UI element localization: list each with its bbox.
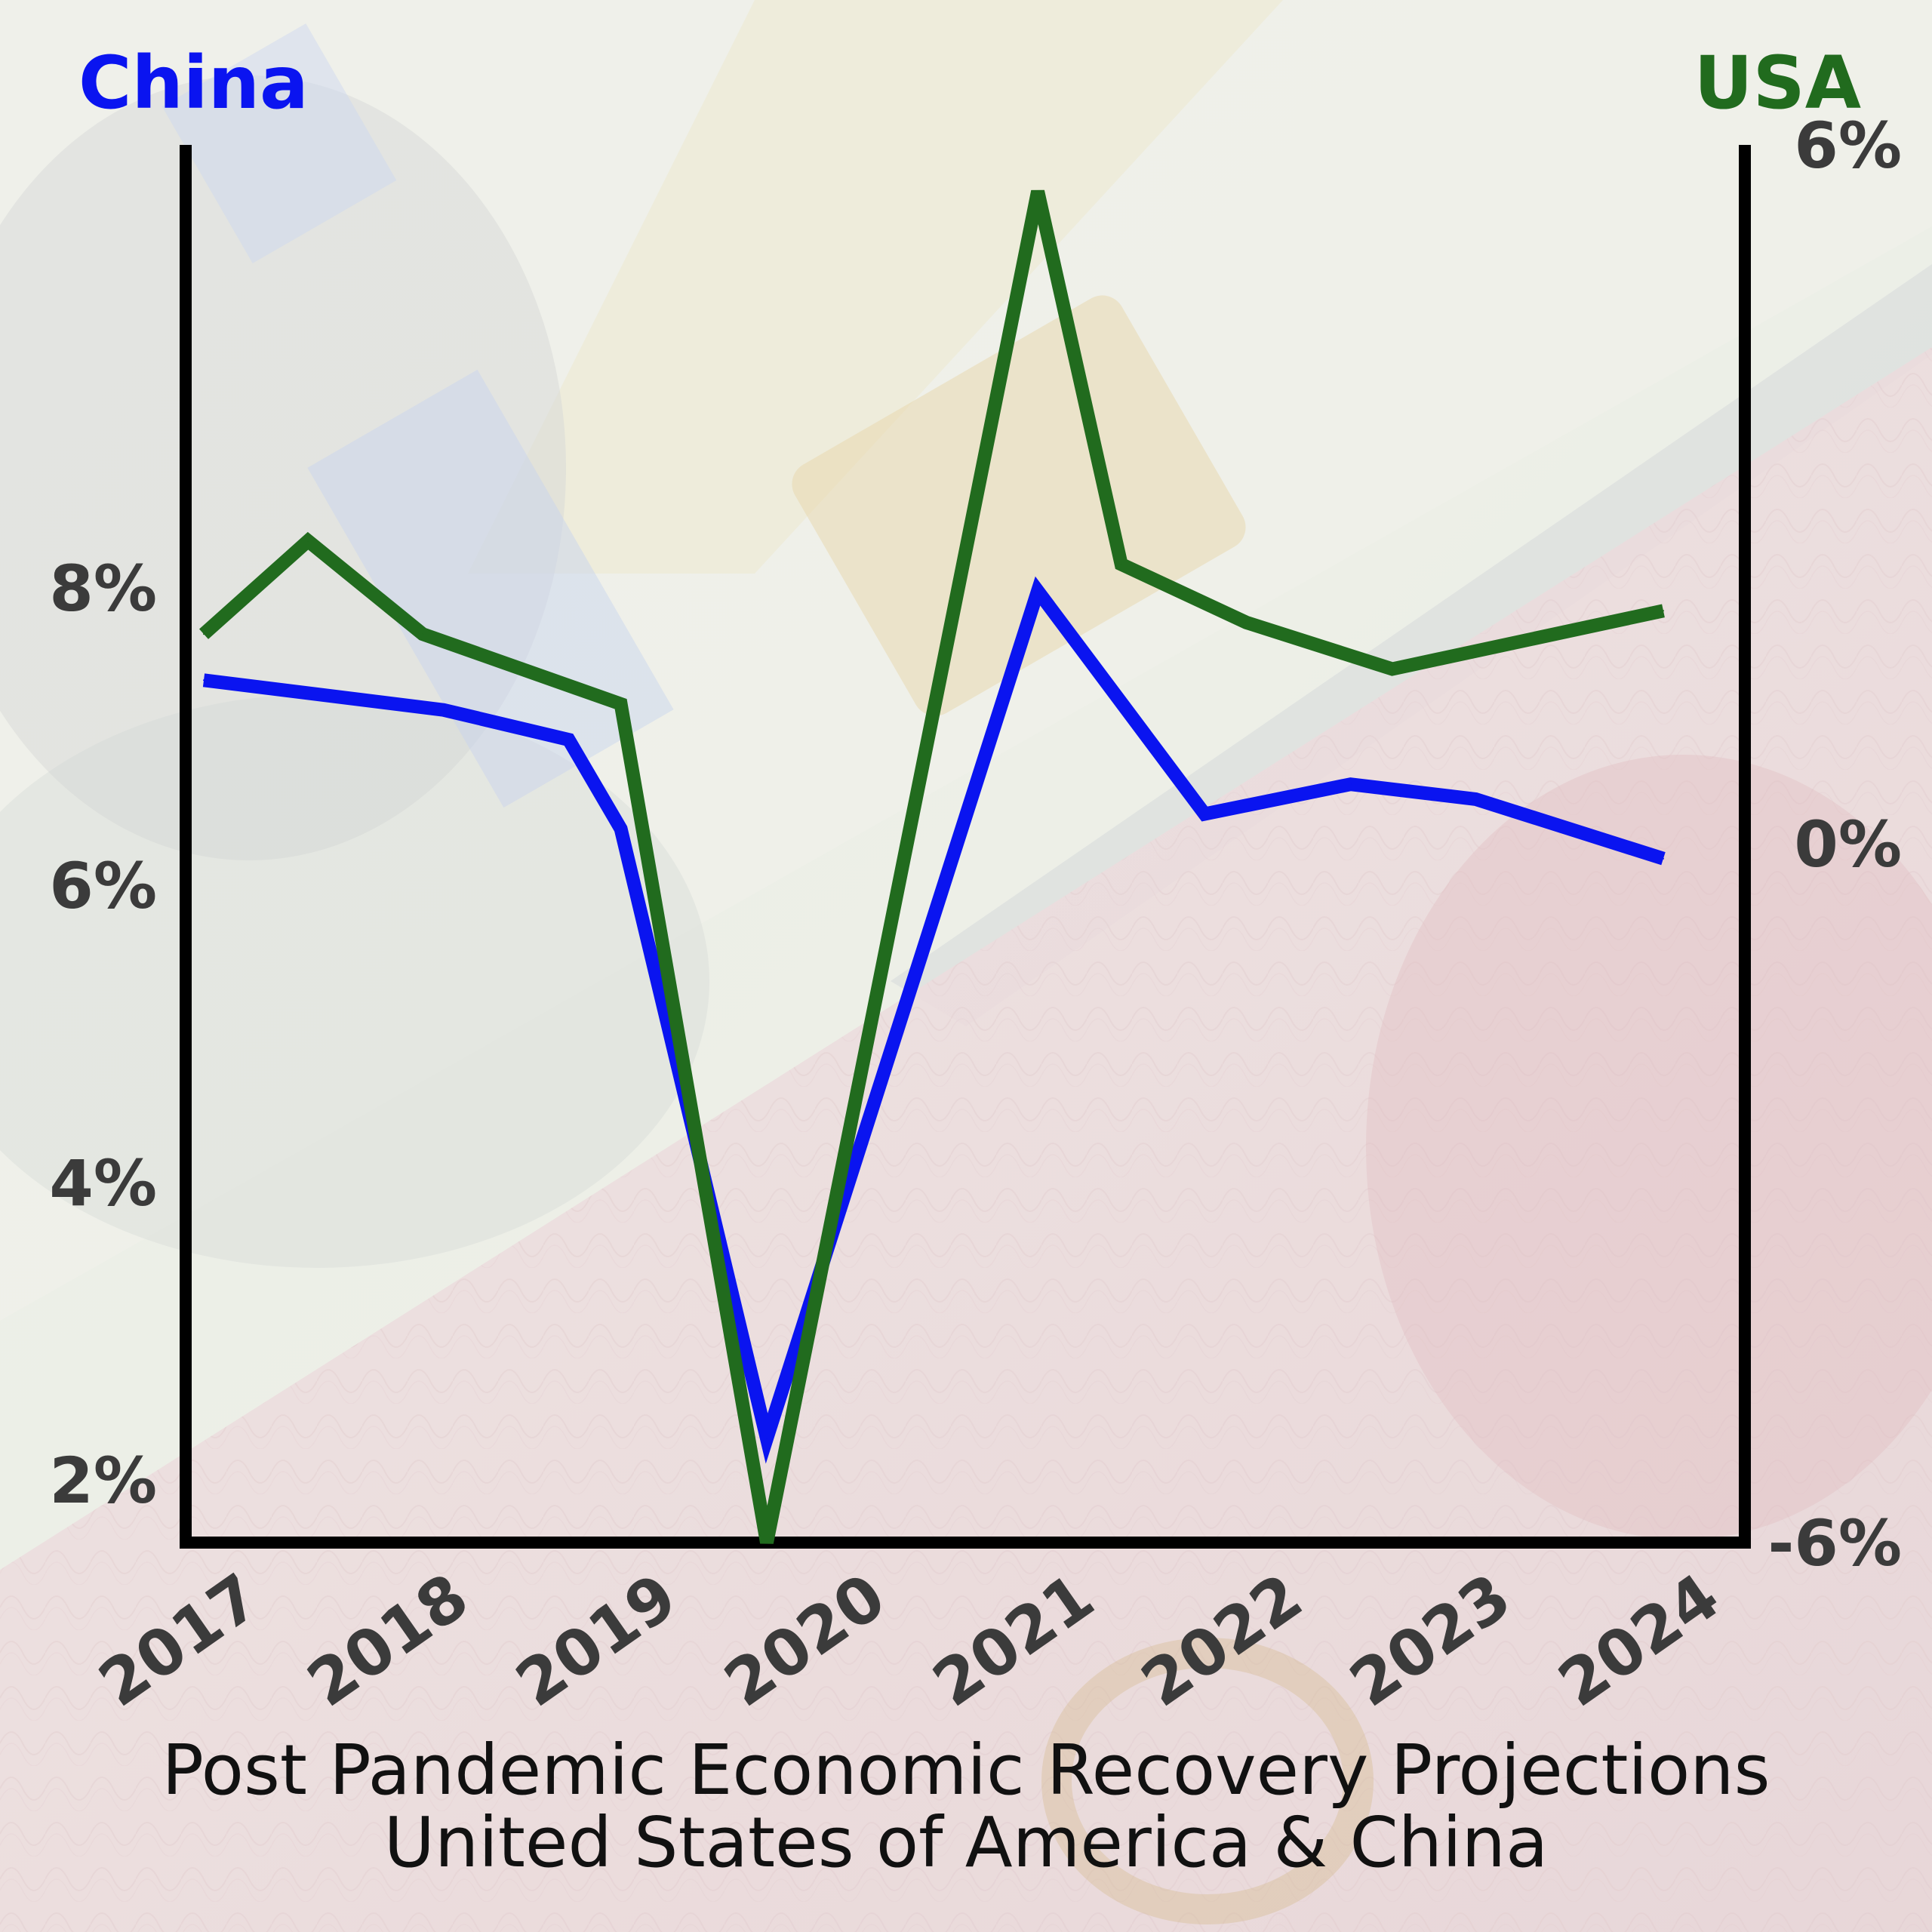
right-axis-tick-label: 6% — [1794, 109, 1902, 183]
data-point-china — [1037, 590, 1039, 592]
series-line-usa — [199, 189, 1665, 1544]
series-line-china — [202, 576, 1666, 1464]
data-point-china — [1663, 857, 1664, 860]
x-axis-tick-label: 2021 — [920, 1559, 1107, 1721]
x-axis-tick-label: 2018 — [294, 1559, 481, 1721]
data-point-usa — [1663, 610, 1664, 612]
right-axis-tick-label: 0% — [1794, 808, 1902, 881]
data-point-usa — [1037, 190, 1039, 192]
data-point-usa — [307, 540, 309, 542]
data-point-usa — [203, 633, 205, 635]
x-axis-tick-label: 2023 — [1337, 1559, 1524, 1721]
data-point-usa — [1120, 563, 1122, 565]
right-axis-tick-label: -6% — [1768, 1506, 1902, 1580]
legend-china-label: China — [78, 41, 309, 125]
x-axis-tick-label: 2024 — [1546, 1559, 1733, 1721]
series-layer — [199, 189, 1666, 1544]
data-point-china — [1475, 798, 1477, 800]
data-point-usa — [766, 1542, 768, 1543]
x-axis-tick-label: 2019 — [503, 1559, 690, 1721]
left-axis-tick-label: 2% — [49, 1444, 157, 1518]
x-axis-tick-label: 2020 — [712, 1559, 899, 1721]
chart-axes — [180, 145, 1751, 1549]
data-point-usa — [1245, 621, 1247, 623]
data-point-china — [203, 679, 205, 681]
data-point-usa — [1391, 668, 1393, 670]
left-axis-ticks: 2% 4% 6% 8% — [49, 552, 157, 1518]
left-axis-tick-label: 6% — [49, 849, 157, 923]
data-point-usa — [620, 703, 622, 705]
x-axis-tick-label: 2022 — [1128, 1559, 1315, 1721]
x-axis-tick-label: 2017 — [86, 1559, 273, 1721]
data-point-china — [1204, 813, 1206, 815]
left-axis-tick-label: 4% — [49, 1146, 157, 1220]
left-axis-tick-label: 8% — [49, 552, 157, 626]
data-point-china — [1349, 783, 1352, 786]
chart-subtitle: United States of America & China — [383, 1802, 1549, 1883]
data-point-usa — [422, 633, 424, 635]
data-point-china — [568, 739, 570, 741]
data-point-china — [442, 709, 445, 711]
x-axis-ticks: 2017 2018 2019 2020 2021 2022 2023 2024 — [86, 1559, 1733, 1721]
data-point-china — [766, 1438, 768, 1440]
right-axis-ticks: -6% 0% 6% — [1768, 109, 1902, 1580]
data-point-china — [620, 828, 622, 830]
legend-usa-label: USA — [1694, 41, 1861, 125]
chart-title: Post Pandemic Economic Recovery Projecti… — [162, 1730, 1770, 1810]
